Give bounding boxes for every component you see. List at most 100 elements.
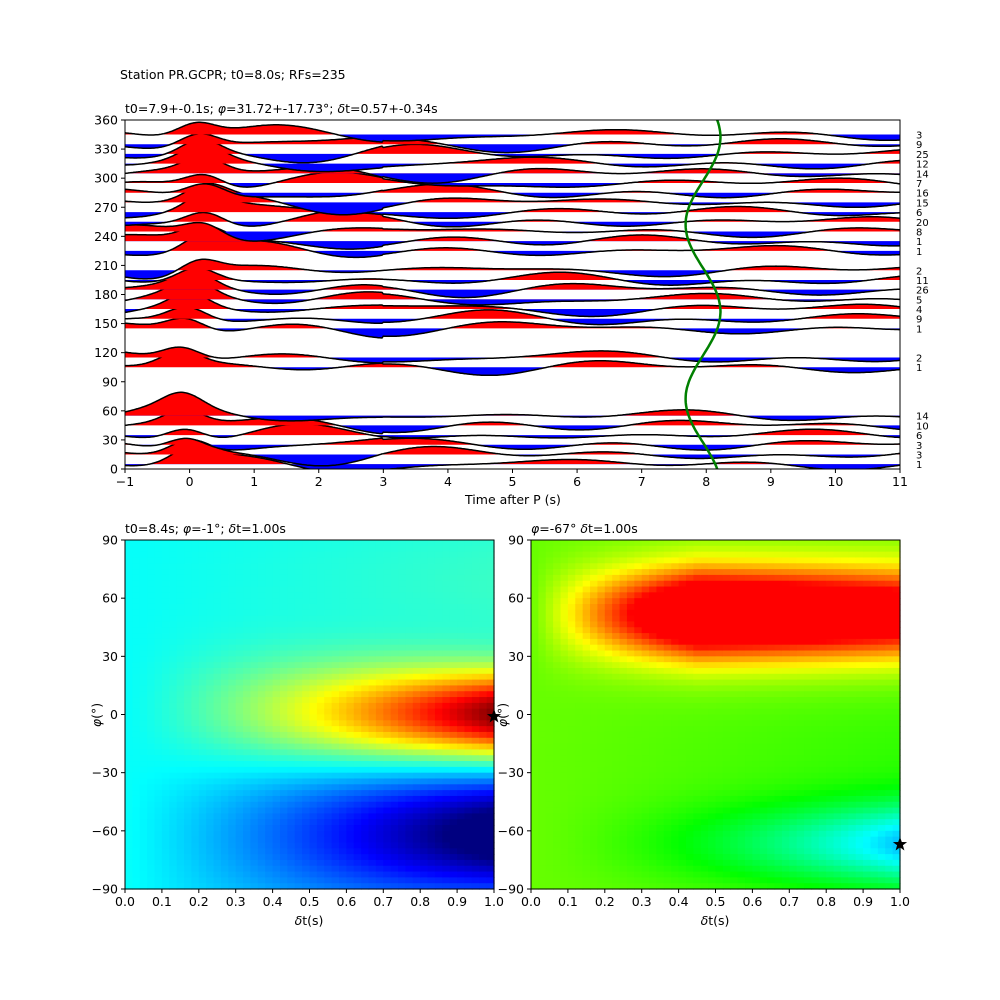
heatmap-cell: [176, 778, 185, 785]
heatmap-cell: [265, 836, 274, 844]
heatmap-cell: [604, 662, 613, 669]
heatmap-cell: [368, 755, 377, 762]
heatmap-cell: [125, 807, 133, 814]
heatmap-cell: [531, 859, 539, 867]
heatmap-cell: [287, 778, 296, 785]
heatmap-cell: [184, 830, 193, 838]
heatmap-cell: [176, 702, 185, 710]
heatmap-cell: [545, 580, 554, 588]
heatmap-cell: [442, 778, 451, 785]
heatmap-cell: [213, 615, 222, 623]
heatmap-cell: [722, 609, 731, 617]
heatmap-cell: [604, 761, 613, 768]
heatmap-cell: [538, 755, 547, 762]
heatmap-cell: [279, 865, 288, 873]
heatmap-cell: [161, 720, 170, 727]
heatmap-cell: [531, 708, 539, 716]
heatmap-cell: [545, 790, 554, 797]
heatmap-cell: [582, 848, 591, 855]
heatmap-cell: [412, 778, 421, 785]
heatmap-cell: [582, 830, 591, 838]
heatmap-cell: [272, 836, 281, 844]
heatmap-cell: [302, 865, 311, 873]
heatmap-cell: [715, 749, 724, 756]
heatmap-cell: [634, 673, 643, 681]
heatmap-cell: [243, 603, 252, 611]
heatmap-cell: [287, 592, 296, 599]
heatmap-cell: [294, 830, 303, 838]
heatmap-cell: [213, 621, 222, 628]
heatmap-cell: [309, 813, 318, 820]
heatmap-cell: [545, 807, 554, 814]
heatmap-cell: [597, 638, 606, 646]
heatmap-cell: [427, 790, 436, 797]
heatmap-cell: [375, 545, 384, 553]
heatmap-cell: [449, 656, 458, 663]
heatmap-cell: [220, 825, 229, 832]
heatmap-cell: [597, 714, 606, 721]
heatmap-cell: [169, 667, 178, 675]
heatmap-cell: [243, 825, 252, 832]
heatmap-cell: [560, 830, 569, 838]
heatmap-cell: [700, 592, 709, 599]
heatmap-cell: [693, 865, 702, 873]
heatmap-cell: [700, 848, 709, 855]
heatmap-cell: [176, 685, 185, 692]
heatmap-cell: [663, 784, 672, 791]
heatmap-cell: [161, 563, 170, 570]
heatmap-cell: [213, 691, 222, 698]
heatmap-cell: [531, 609, 539, 617]
heatmap-cell: [272, 586, 281, 593]
heatmap-cell: [553, 557, 562, 564]
heatmap-cell: [161, 615, 170, 623]
heatmap-cell: [553, 650, 562, 657]
heatmap-cell: [685, 667, 694, 675]
heatmap-cell: [678, 854, 687, 861]
heatmap-cell: [685, 737, 694, 745]
heatmap-cell: [730, 825, 739, 832]
heatmap-cell: [390, 569, 399, 576]
heatmap-cell: [634, 656, 643, 663]
heatmap-cell: [228, 580, 237, 588]
heatmap-cell: [250, 749, 259, 756]
heatmap-cell: [434, 848, 443, 855]
heatmap-cell: [361, 790, 370, 797]
heatmap-cell: [324, 603, 333, 611]
heatmap-cell: [457, 592, 466, 599]
heatmap-cell: [405, 545, 414, 553]
heatmap-cell: [139, 580, 148, 588]
heatmap-cell: [715, 801, 724, 809]
heatmap-cell: [745, 702, 753, 710]
heatmap-cell: [368, 714, 377, 721]
heatmap-cell: [590, 871, 599, 878]
heatmap-cell: [324, 778, 333, 785]
heatmap-cell: [737, 877, 746, 884]
heatmap-cell: [678, 621, 687, 628]
heatmap-cell: [531, 877, 539, 884]
heatmap-cell: [597, 848, 606, 855]
heatmap-cell: [383, 836, 392, 844]
heatmap-cell: [294, 755, 303, 762]
heatmap-cell: [346, 673, 355, 681]
heatmap-cell: [486, 685, 495, 692]
heatmap-cell: [722, 743, 731, 750]
heatmap-cell: [545, 854, 554, 861]
heatmap-cell: [368, 731, 377, 739]
heatmap-cell: [272, 761, 281, 768]
heatmap-cell: [693, 644, 702, 652]
heatmap-cell: [560, 580, 569, 588]
heatmap-cell: [169, 801, 178, 809]
heatmap-cell: [715, 598, 724, 605]
heatmap-cell: [434, 574, 443, 582]
heatmap-cell: [198, 545, 207, 553]
heatmap-cell: [132, 865, 141, 873]
heatmap-cell: [420, 691, 429, 698]
heatmap-cell: [641, 592, 650, 599]
heatmap-cell: [560, 726, 569, 733]
heatmap-cell: [663, 778, 672, 785]
heatmap-cell: [198, 691, 207, 698]
heatmap-cell: [279, 656, 288, 663]
heatmap-cell: [398, 813, 407, 820]
heatmap-cell: [471, 621, 480, 628]
heatmap-cell: [198, 842, 207, 849]
